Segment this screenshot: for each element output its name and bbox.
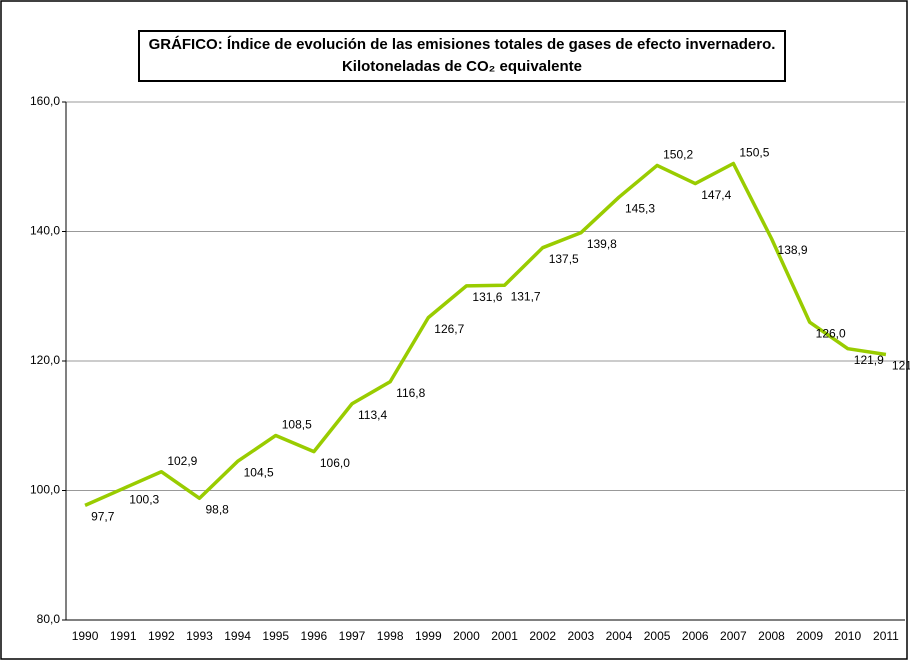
data-label: 113,4	[358, 408, 387, 422]
chart-title: GRÁFICO: Índice de evolución de las emis…	[138, 30, 786, 82]
data-label: 100,3	[129, 493, 159, 507]
x-tick-label: 2001	[491, 629, 518, 643]
y-tick-label: 80,0	[37, 612, 61, 626]
y-tick-label: 160,0	[30, 94, 60, 108]
data-label: 150,5	[739, 146, 769, 160]
x-tick-label: 2000	[453, 629, 480, 643]
x-tick-label: 1996	[301, 629, 328, 643]
x-tick-label: 2010	[834, 629, 861, 643]
data-label: 131,6	[472, 290, 502, 304]
data-label: 150,2	[663, 148, 693, 162]
x-tick-label: 1992	[148, 629, 175, 643]
y-tick-label: 120,0	[30, 353, 60, 367]
data-line	[84, 161, 887, 507]
x-tick-label: 2002	[529, 629, 556, 643]
data-label: 121,9	[854, 353, 884, 367]
data-label: 126,7	[434, 322, 464, 336]
x-tick-label: 1995	[262, 629, 289, 643]
x-tick-label: 2011	[873, 629, 899, 643]
data-label: 126,0	[816, 326, 846, 340]
data-label: 104,5	[244, 466, 274, 480]
data-label: 98,8	[205, 502, 229, 516]
x-tick-label: 2009	[796, 629, 823, 643]
data-label: 138,9	[778, 243, 808, 257]
x-tick-label: 2007	[720, 629, 747, 643]
x-tick-label: 2004	[606, 629, 633, 643]
x-tick-label: 1999	[415, 629, 442, 643]
data-label: 106,0	[320, 456, 350, 470]
data-label: 121,0	[892, 359, 910, 373]
data-label: 137,5	[549, 252, 579, 266]
x-tick-label: 2003	[567, 629, 594, 643]
x-tick-label: 2006	[682, 629, 709, 643]
x-tick-label: 1997	[339, 629, 366, 643]
x-tick-label: 1998	[377, 629, 404, 643]
data-label: 102,9	[167, 454, 197, 468]
data-label: 108,5	[282, 418, 312, 432]
x-tick-label: 1994	[224, 629, 251, 643]
data-label: 97,7	[91, 510, 115, 524]
x-tick-label: 1993	[186, 629, 213, 643]
y-tick-label: 140,0	[30, 224, 60, 238]
x-tick-label: 1991	[110, 629, 137, 643]
x-tick-label: 2005	[644, 629, 671, 643]
x-tick-label: 1990	[72, 629, 99, 643]
data-label: 139,8	[587, 237, 617, 251]
data-label: 147,4	[701, 188, 731, 202]
data-label: 145,3	[625, 201, 655, 215]
y-tick-label: 100,0	[30, 483, 60, 497]
data-label: 131,7	[511, 289, 541, 303]
x-tick-label: 2008	[758, 629, 785, 643]
data-label: 116,8	[396, 386, 425, 400]
